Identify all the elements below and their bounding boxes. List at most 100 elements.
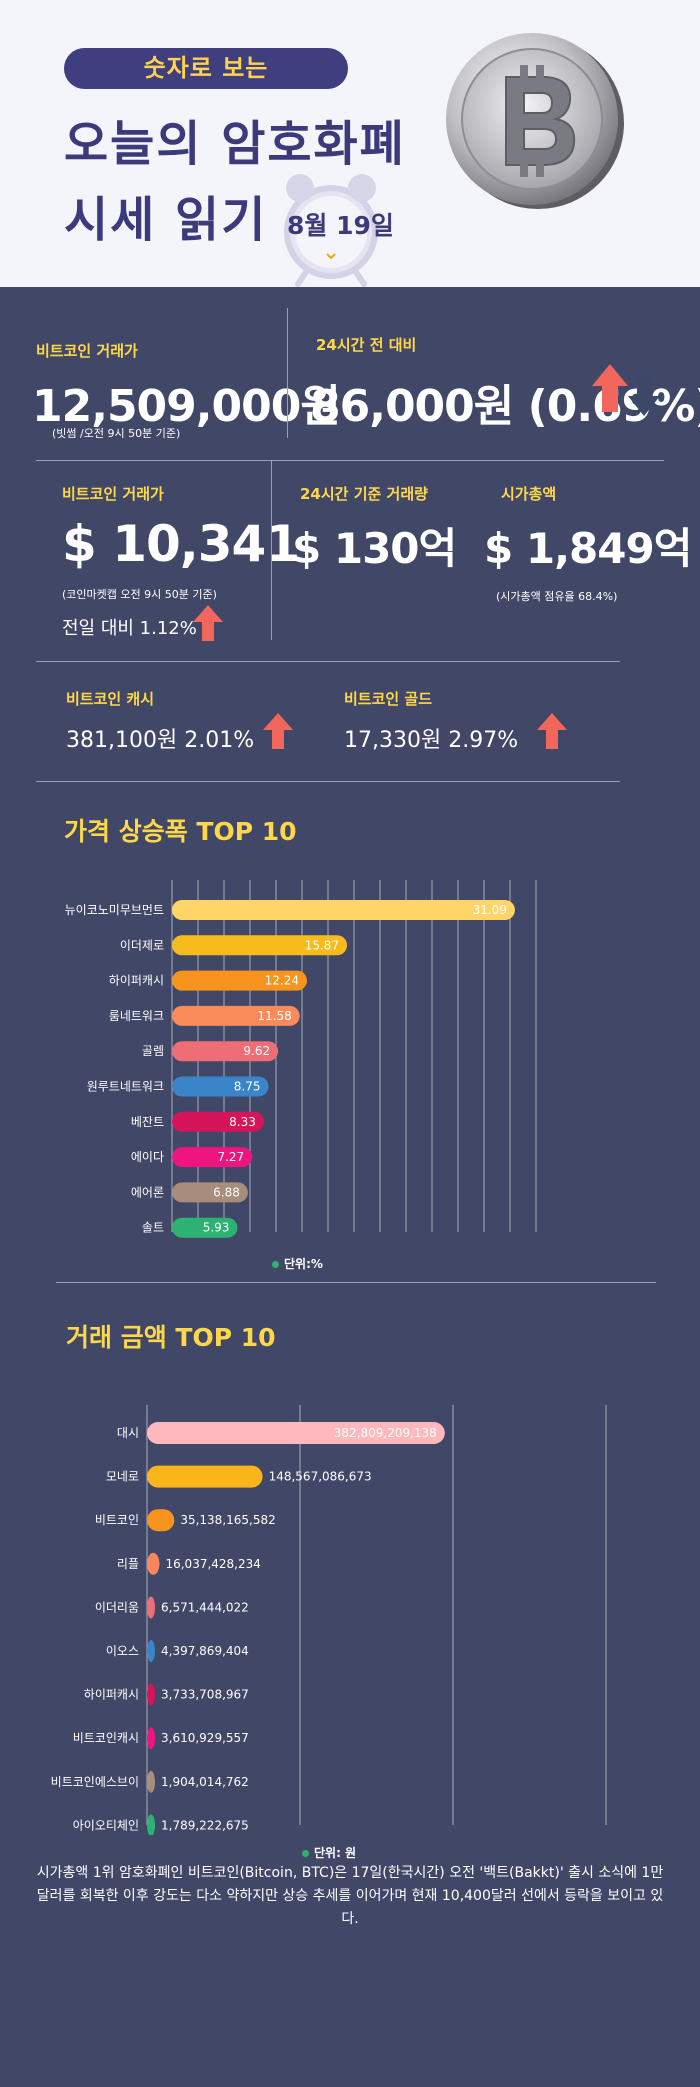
category-label: 이더제로 — [120, 938, 164, 952]
btg-value: 17,330원 2.97% — [344, 728, 519, 753]
up-arrow-icon — [263, 713, 293, 749]
bar — [172, 935, 348, 956]
category-label: 비트코인 — [95, 1513, 139, 1527]
volume-value: $ 130억 — [292, 524, 457, 573]
category-label: 이오스 — [106, 1644, 139, 1658]
bar — [147, 1465, 263, 1488]
bar — [172, 970, 308, 991]
data-label: 1,789,222,675 — [161, 1818, 249, 1832]
bar — [172, 1005, 300, 1026]
category-label: 에이다 — [131, 1150, 164, 1164]
data-label: 148,567,086,673 — [269, 1470, 372, 1484]
bar — [147, 1770, 155, 1793]
summary-text: 시가총액 1위 암호화폐인 비트코인(Bitcoin, BTC)은 17일(한국… — [36, 1865, 664, 1927]
bch-value: 381,100원 2.01% — [66, 728, 255, 753]
bar — [172, 1217, 238, 1238]
btg-label: 비트코인 골드 — [344, 690, 433, 708]
data-label: 12.24 — [265, 974, 299, 988]
chart2-unit-label: 단위: 원 — [314, 1846, 357, 1860]
category-label: 베잔트 — [131, 1115, 164, 1129]
page-title-line2: 시세 읽기 — [64, 192, 268, 248]
bar — [172, 1041, 279, 1062]
data-label: 3,610,929,557 — [161, 1731, 249, 1745]
bitcoin-coin-icon — [446, 33, 624, 209]
data-label: 5.93 — [203, 1221, 230, 1235]
bar — [147, 1552, 160, 1575]
market-cap-note: (시가총액 점유율 68.4%) — [496, 590, 618, 603]
category-label: 에어론 — [131, 1185, 164, 1199]
data-label: 11.58 — [257, 1009, 291, 1023]
category-label: 이더리움 — [95, 1600, 139, 1614]
bar — [172, 1182, 248, 1203]
data-label: 6.88 — [213, 1185, 240, 1199]
unit-dot-icon — [302, 1850, 309, 1857]
bar — [147, 1596, 155, 1619]
price-rise-bar-chart: 뉴이코노미무브먼트 31.09 이더제로 15.87 하이퍼캐시 12.24 룸네트워크 11… — [65, 880, 537, 1238]
bar — [147, 1814, 155, 1835]
divider-horizontal-1 — [36, 460, 664, 461]
data-label: 6,571,444,022 — [161, 1600, 249, 1614]
krw-price-note: (빗썸 /오전 9시 50분 기준) — [52, 427, 181, 440]
category-label: 뉴이코노미무브먼트 — [65, 903, 164, 917]
up-arrow-icon — [537, 713, 567, 749]
usd-change-value: 전일 대비 1.12% — [62, 618, 197, 639]
chart1-title: 가격 상승폭 TOP 10 — [64, 817, 297, 846]
usd-price-note: (코인마켓캡 오전 9시 50분 기준) — [62, 588, 217, 601]
category-label: 리플 — [117, 1557, 139, 1571]
change-label: 24시간 전 대비 — [316, 336, 417, 354]
page-title-line1: 오늘의 암호화폐 — [64, 116, 406, 172]
data-label: 1,904,014,762 — [161, 1775, 249, 1789]
chart2-title: 거래 금액 TOP 10 — [66, 1323, 276, 1352]
category-label: 솔트 — [142, 1221, 164, 1235]
category-label: 룸네트워크 — [109, 1009, 164, 1023]
chart1-unit: 단위:% — [272, 1255, 323, 1272]
category-label: 골렘 — [142, 1044, 164, 1058]
divider-horizontal-2 — [36, 661, 620, 662]
header: 숫자로 보는 오늘의 암호화폐 시세 읽기 8월 19일 — [0, 0, 700, 287]
data-label: 8.75 — [234, 1080, 261, 1094]
bar — [172, 1147, 253, 1168]
divider-vertical-2 — [271, 460, 272, 640]
chart1-unit-label: 단위:% — [284, 1257, 323, 1271]
bar — [172, 900, 515, 920]
data-label: 35,138,165,582 — [180, 1513, 275, 1527]
usd-price-label: 비트코인 거래가 — [62, 485, 164, 503]
category-label: 하이퍼캐시 — [109, 974, 164, 988]
date-label: 8월 19일 — [287, 211, 394, 240]
category-label: 비트코인캐시 — [73, 1731, 139, 1745]
trade-amount-bar-chart: 대시 382,809,209,138 모네로 148,567,086,673 비트코인 3… — [51, 1405, 607, 1835]
data-label: 7.27 — [217, 1150, 244, 1164]
bar — [172, 1076, 269, 1097]
category-label: 하이퍼캐시 — [84, 1688, 139, 1702]
bar — [147, 1727, 155, 1750]
change-value: 86,000원 (0.69%) — [310, 381, 700, 432]
up-arrow-icon — [193, 605, 223, 641]
data-label: 31.09 — [473, 903, 507, 917]
data-label: 8.33 — [229, 1115, 256, 1129]
market-cap-label: 시가총액 — [501, 485, 557, 503]
data-label: 3,733,708,967 — [161, 1688, 249, 1702]
divider-horizontal-4 — [56, 1282, 656, 1283]
chart2-unit: 단위: 원 — [302, 1844, 356, 1861]
alarm-clock-icon — [284, 174, 378, 287]
bar — [147, 1640, 155, 1662]
data-label: 9.62 — [243, 1044, 270, 1058]
category-label: 비트코인에스브이 — [51, 1775, 139, 1789]
data-label: 16,037,428,234 — [165, 1557, 260, 1571]
category-label: 아이오티체인 — [73, 1818, 139, 1832]
up-arrow-icon — [592, 364, 628, 412]
krw-price-label: 비트코인 거래가 — [36, 342, 138, 360]
bar — [147, 1422, 445, 1444]
krw-price-value: 12,509,000원 — [32, 381, 341, 432]
header-pill: 숫자로 보는 — [64, 48, 348, 89]
divider-vertical-1 — [287, 308, 288, 438]
category-label: 대시 — [117, 1426, 139, 1440]
down-arrow-icon — [628, 374, 660, 416]
category-label: 모네로 — [106, 1470, 139, 1484]
bar — [147, 1509, 175, 1532]
divider-horizontal-3 — [36, 781, 620, 782]
unit-dot-icon — [272, 1261, 279, 1268]
data-label: 382,809,209,138 — [334, 1426, 437, 1440]
usd-price-value: $ 10,341 — [62, 515, 300, 573]
category-label: 원루트네트워크 — [87, 1080, 164, 1094]
